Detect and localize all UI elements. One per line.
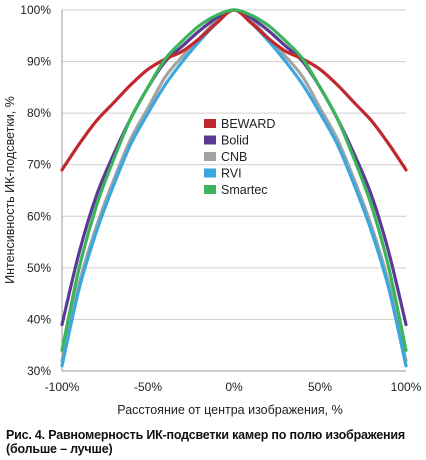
x-tick-label: 0%: [225, 380, 243, 394]
legend-label-bolid: Bolid: [221, 134, 249, 148]
legend-swatch-rvi: [204, 168, 216, 178]
series-lines: [60, 8, 408, 368]
y-tick-label: 70%: [27, 158, 51, 172]
legend-label-smartec: Smartec: [221, 183, 268, 197]
y-tick-label: 50%: [27, 261, 51, 275]
legend-label-beward: BEWARD: [221, 117, 275, 131]
gridlines: [62, 9, 406, 320]
y-tick-label: 40%: [27, 312, 51, 326]
legend: BEWARD Bolid CNB RVI Smartec: [204, 117, 275, 197]
axes: [61, 10, 406, 372]
figure-caption: Рис. 4. Равномерность ИК-подсветки камер…: [6, 428, 405, 456]
x-axis-label: Расстояние от центра изображения, %: [117, 403, 342, 417]
y-tick-label: 80%: [27, 106, 51, 120]
x-tick-labels: -100% -50% 0% 50% 100%: [45, 380, 422, 394]
y-axis-label: Интенсивность ИК-подсветки, %: [3, 96, 17, 284]
y-tick-label: 60%: [27, 209, 51, 223]
series-line-smartec: [60, 8, 408, 352]
y-tick-label: 90%: [27, 55, 51, 69]
y-tick-label: 100%: [20, 3, 51, 17]
x-tick-label: -100%: [45, 380, 80, 394]
x-tick-label: 100%: [391, 380, 422, 394]
x-tick-label: 50%: [308, 380, 332, 394]
legend-swatch-smartec: [204, 185, 216, 194]
legend-swatch-cnb: [204, 152, 216, 161]
legend-swatch-beward: [204, 119, 216, 128]
x-tick-label: -50%: [134, 380, 162, 394]
y-tick-labels: 30% 40% 50% 60% 70% 80% 90% 100%: [20, 3, 51, 378]
legend-swatch-bolid: [204, 135, 216, 145]
legend-label-rvi: RVI: [221, 167, 242, 181]
legend-label-cnb: CNB: [221, 150, 247, 164]
y-tick-label: 30%: [27, 364, 51, 378]
